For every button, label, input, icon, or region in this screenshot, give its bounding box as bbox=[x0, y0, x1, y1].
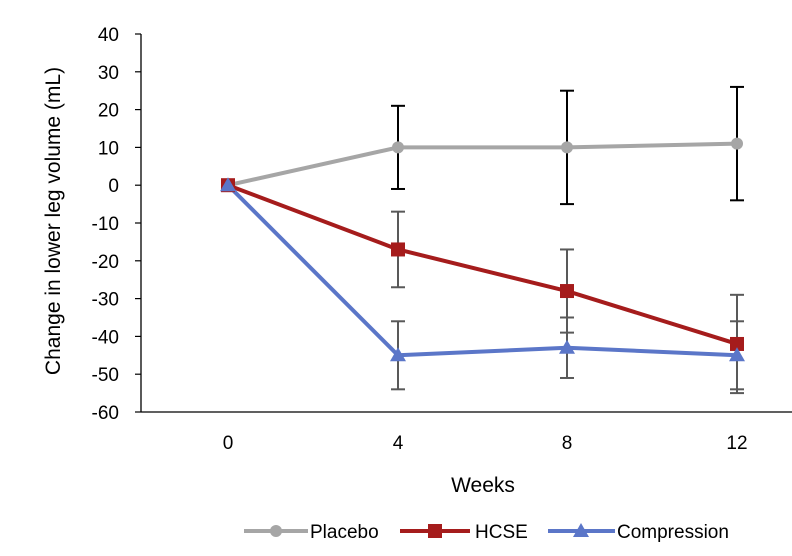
compression-data-point bbox=[559, 339, 575, 354]
x-axis-title: Weeks bbox=[451, 474, 515, 497]
hcse-data-point bbox=[560, 284, 574, 299]
y-tick-label: -10 bbox=[92, 214, 119, 235]
placebo-series-line bbox=[227, 141, 738, 188]
y-tick-label: -30 bbox=[92, 290, 119, 311]
y-tick-label: -50 bbox=[92, 365, 119, 386]
hcse-series-line bbox=[227, 183, 738, 346]
placebo-data-point bbox=[561, 141, 573, 154]
series-markers bbox=[220, 137, 745, 362]
x-tick-label: 4 bbox=[393, 433, 404, 454]
y-tick-label: 10 bbox=[98, 138, 119, 159]
x-tick-label: 12 bbox=[726, 433, 747, 454]
y-tick-label: -40 bbox=[92, 327, 119, 348]
y-tick-label: 0 bbox=[108, 176, 119, 197]
y-tick-label: -60 bbox=[92, 403, 119, 424]
compression-series-line bbox=[226, 183, 738, 358]
legend-item-compression: Compression bbox=[548, 522, 729, 543]
y-tick-label: 20 bbox=[98, 101, 119, 122]
legend-item-hcse: HCSE bbox=[400, 522, 528, 543]
compression-data-point bbox=[220, 177, 236, 192]
legend-label: HCSE bbox=[475, 522, 528, 543]
legend-label: Placebo bbox=[310, 522, 379, 543]
x-ticks: 0 4 8 12 bbox=[223, 433, 748, 454]
legend-label: Compression bbox=[617, 522, 729, 543]
x-tick-label: 8 bbox=[562, 433, 573, 454]
y-ticks: 40 30 20 10 0 -10 -20 -30 -40 -50 -60 bbox=[92, 25, 141, 424]
compression-data-point bbox=[729, 347, 745, 362]
hcse-data-point bbox=[730, 336, 744, 351]
y-axis-title: Change in lower leg volume (mL) bbox=[42, 67, 65, 375]
legend-marker bbox=[270, 525, 282, 537]
legend: Placebo HCSE Compression bbox=[244, 522, 729, 543]
placebo-data-point bbox=[392, 141, 404, 154]
legend-item-placebo: Placebo bbox=[244, 522, 379, 543]
legend-marker bbox=[428, 524, 442, 538]
y-tick-label: 40 bbox=[98, 25, 119, 46]
placebo-data-point bbox=[731, 137, 743, 150]
compression-data-point bbox=[390, 347, 406, 362]
legend-marker bbox=[573, 523, 589, 537]
y-tick-label: -20 bbox=[92, 252, 119, 273]
series-lines bbox=[226, 141, 738, 358]
hcse-data-point bbox=[391, 242, 405, 257]
x-tick-label: 0 bbox=[223, 433, 234, 454]
y-tick-label: 30 bbox=[98, 63, 119, 84]
